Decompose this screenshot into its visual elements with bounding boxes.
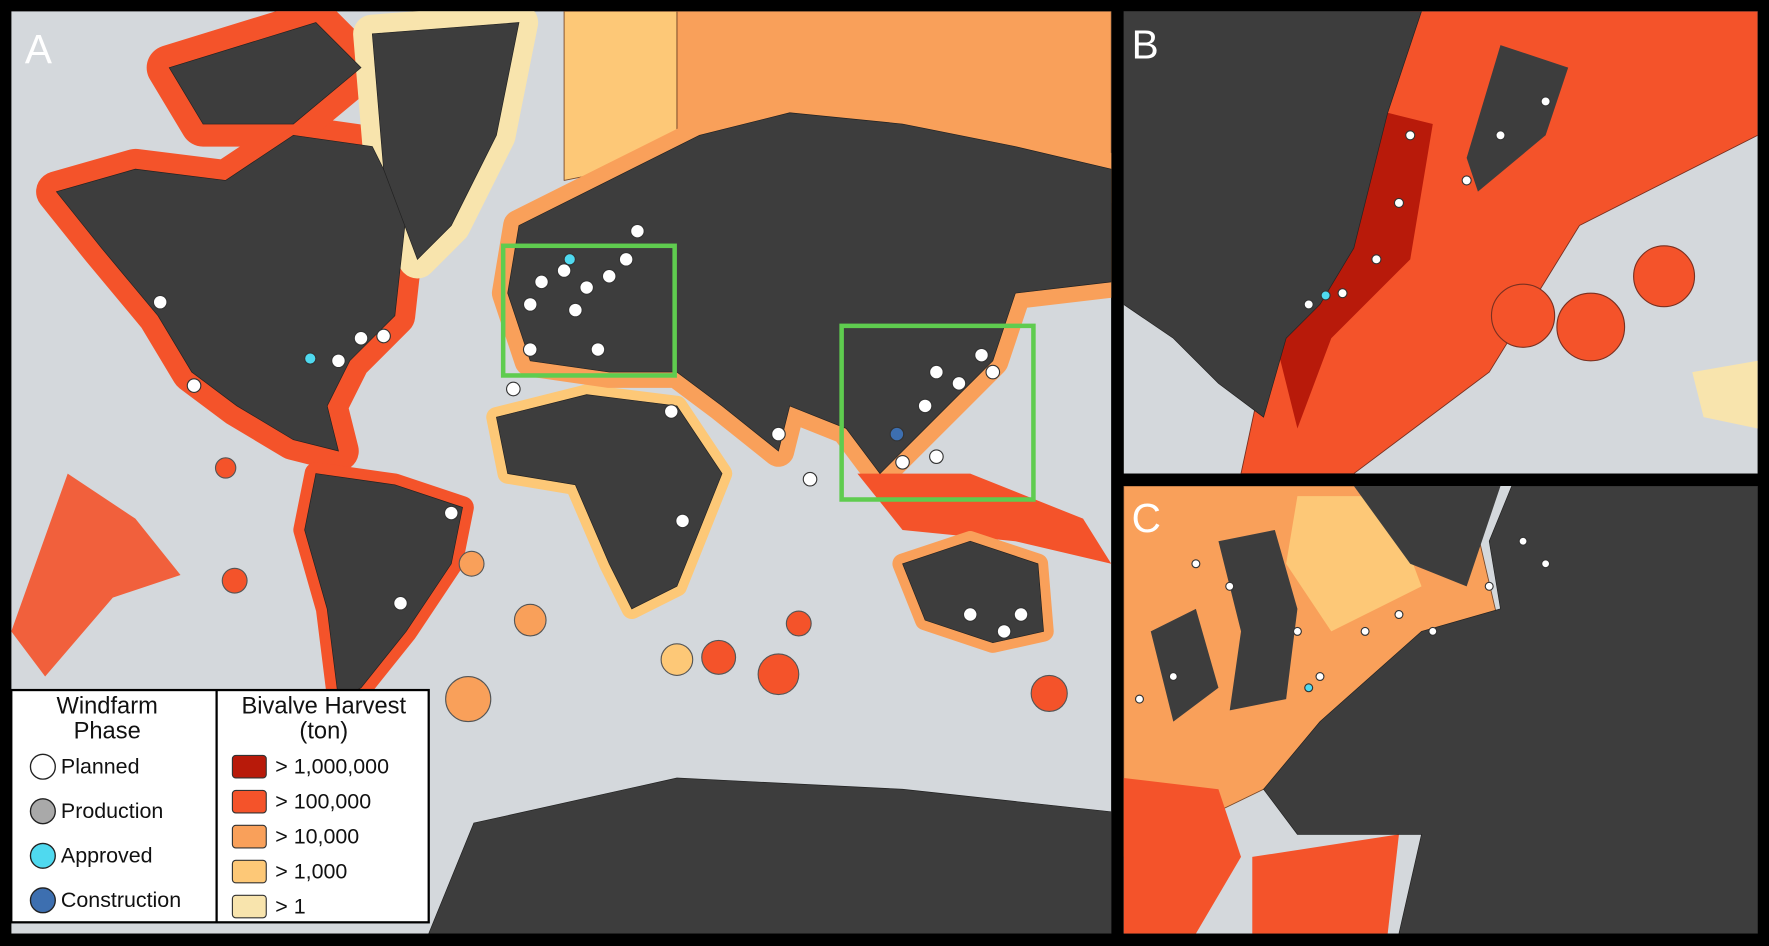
legend-swatch [231,824,267,849]
legend-swatch [231,894,267,919]
europe-map [1123,485,1758,934]
legend-label: Approved [61,844,153,868]
legend-label: Construction [61,888,181,912]
legend-label: > 10,000 [275,824,359,848]
legend-label: > 1,000 [275,859,347,883]
legend-title: Bivalve Harvest (ton) [241,694,407,745]
panel-label: A [25,26,52,72]
legend-swatch [231,789,267,814]
legend-label: > 100,000 [275,789,371,813]
world-map [11,11,1112,934]
legend-title: Bivalve Harvest (ton) [241,694,407,745]
legend-marker [29,887,56,914]
legend: Windfarm Phase Bivalve Harvest (ton) Pla… [10,688,430,924]
east-asia-map [1123,11,1758,474]
panel-label: B [1132,22,1159,68]
legend-marker [29,842,56,869]
legend-label: > 1 [275,894,305,918]
legend-title: Windfarm Phase [56,694,158,745]
legend-label: > 1,000,000 [275,755,389,779]
legend-marker [29,798,56,825]
legend-label: Production [61,799,163,823]
legend-label: Planned [61,755,140,779]
panel-label: C [1132,495,1161,541]
legend-swatch [231,859,267,884]
legend-swatch [231,754,267,779]
legend-marker [29,753,56,780]
legend-title: Windfarm Phase [56,694,158,745]
